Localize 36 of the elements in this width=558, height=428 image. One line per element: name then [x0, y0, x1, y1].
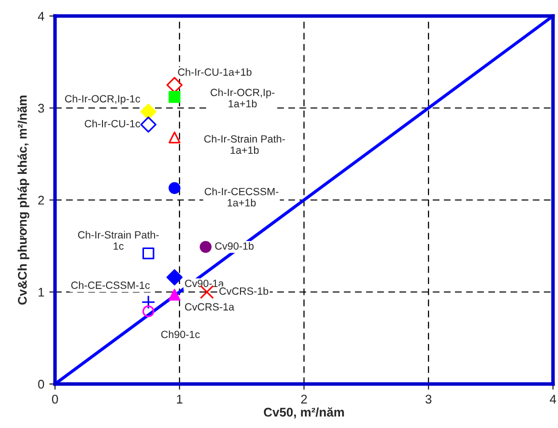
point	[140, 116, 156, 133]
point	[168, 182, 180, 194]
y-tick-label: 4	[38, 12, 44, 21]
x-tick-label: 0	[52, 394, 58, 404]
point	[168, 91, 180, 103]
text: Ch-Ir-Strain Path- 1a+1b	[204, 134, 285, 154]
text: Ch-Ir-OCR,Ip- 1a+1b	[210, 88, 274, 108]
y-tick-label: 0	[38, 380, 44, 389]
series-label: Ch-CE-CSSM-1c	[71, 281, 150, 289]
series-label: Ch-Ir-CU-1a+1b	[178, 68, 252, 76]
point	[140, 104, 156, 120]
y-axis-title: Cv&Ch phương pháp khác, m²/năm	[17, 96, 30, 305]
series-label: Ch90-1c	[161, 330, 200, 338]
series-label: Ch-Ir-CU-1c	[84, 120, 140, 128]
point	[142, 247, 154, 260]
y-tick-label: 1	[38, 288, 44, 297]
point	[200, 241, 212, 253]
point	[141, 295, 156, 310]
x-axis-title: Cv50, m²/năm	[264, 407, 344, 418]
text: Ch-Ir-CECSSM- 1a+1b	[204, 188, 278, 206]
y-tick-label: 3	[38, 104, 44, 113]
x-tick-label: 2	[301, 394, 307, 404]
x-tick-label: 1	[176, 394, 182, 404]
x-tick-label: 4	[550, 394, 556, 404]
series-label: Ch-Ir-Strain Path- 1c	[78, 230, 159, 250]
point	[166, 269, 183, 286]
series-label: Cv90-1b	[215, 242, 254, 250]
series-label: CvCRS-1b	[219, 287, 268, 295]
series-label: Cv90-1a	[185, 280, 224, 288]
point	[168, 132, 180, 144]
series-label: CvCRS-1a	[185, 303, 234, 311]
x-tick-label: 3	[426, 394, 432, 404]
series-label: Ch-Ir-OCR,Ip-1c	[65, 94, 140, 105]
point	[142, 305, 154, 318]
point	[168, 288, 180, 301]
y-tick-label: 2	[38, 196, 44, 205]
